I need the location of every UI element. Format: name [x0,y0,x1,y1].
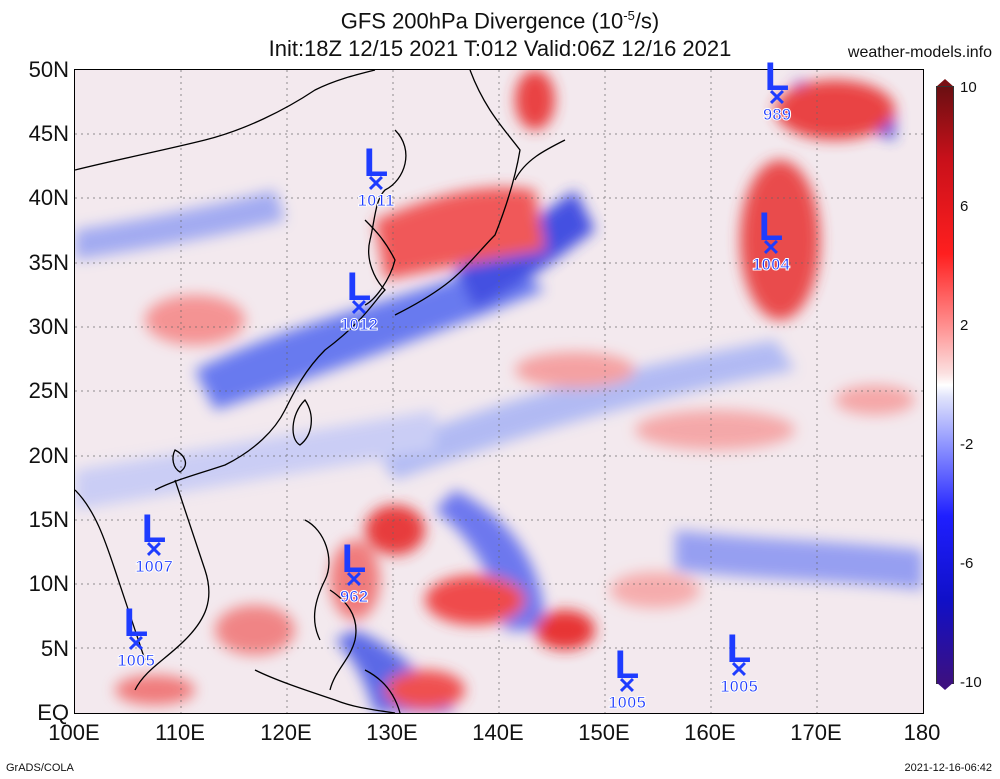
map-panel [74,69,924,714]
divergence-blobs [75,70,923,713]
colorbar-label: -6 [960,555,974,572]
lon-label-160e: 160E [684,720,736,745]
low-marker: L ✕ 1005 [597,645,657,712]
colorbar-label: 2 [960,317,969,334]
colorbar-top-arrow [936,79,954,87]
lat-label-30n: 30N [28,314,69,339]
low-center-icon: ✕ [144,537,164,562]
low-center-icon: ✕ [617,673,637,698]
lat-lon-grid [75,70,923,713]
low-center-icon: ✕ [761,235,781,260]
low-center-icon: ✕ [344,567,364,592]
lon-label-110e: 110E [155,720,205,745]
low-center-icon: ✕ [767,85,787,110]
lon-label-140e: 140E [472,720,524,745]
lat-label-40n: 40N [28,185,69,210]
lat-label-45n: 45N [28,121,69,146]
lat-label-eq: EQ [37,700,69,725]
lat-label-25n: 25N [28,378,69,403]
lat-label-20n: 20N [28,443,69,468]
coastlines [75,70,566,713]
lat-label-15n: 15N [28,507,69,532]
colorbar-label: -2 [960,436,974,453]
low-marker: L ✕ 962 [329,539,379,606]
chart-title: GFS 200hPa Divergence (10-5/s) [340,8,660,34]
low-marker: L ✕ 1012 [329,267,389,334]
lat-label-35n: 35N [28,250,69,275]
lon-label-170e: 170E [790,720,842,745]
low-marker: L ✕ 1005 [709,629,769,696]
lon-label-120e: 120E [260,720,312,745]
colorbar-label: 6 [960,198,969,215]
source-label: weather-models.info [847,44,992,61]
footer-timestamp: 2021-12-16-06:42 [904,762,992,774]
low-center-icon: ✕ [126,631,146,656]
lat-label-50n: 50N [28,57,69,82]
colorbar-bottom-arrow [936,682,954,690]
chart-subtitle: Init:18Z 12/15 2021 T:012 Valid:06Z 12/1… [268,36,732,61]
low-marker: L ✕ 1007 [124,509,184,576]
colorbar [936,86,954,684]
lon-label-150e: 150E [578,720,630,745]
lon-label-100e: 100E [48,720,100,745]
low-center-icon: ✕ [349,295,369,320]
divergence-field [75,70,923,713]
colorbar-label: 10 [960,79,977,96]
low-marker: L ✕ 1004 [741,207,801,274]
low-center-icon: ✕ [729,657,749,682]
lat-label-5n: 5N [40,636,69,661]
footer-credit: GrADS/COLA [6,762,74,774]
lat-label-10n: 10N [28,571,69,596]
lon-label-180: 180 [903,720,941,745]
colorbar-label: -10 [960,674,982,691]
low-marker: L ✕ 989 [752,57,802,124]
low-center-icon: ✕ [366,171,386,196]
lon-label-130e: 130E [366,720,418,745]
low-marker: L ✕ 1005 [106,603,166,670]
low-marker: L ✕ 1011 [346,143,406,210]
